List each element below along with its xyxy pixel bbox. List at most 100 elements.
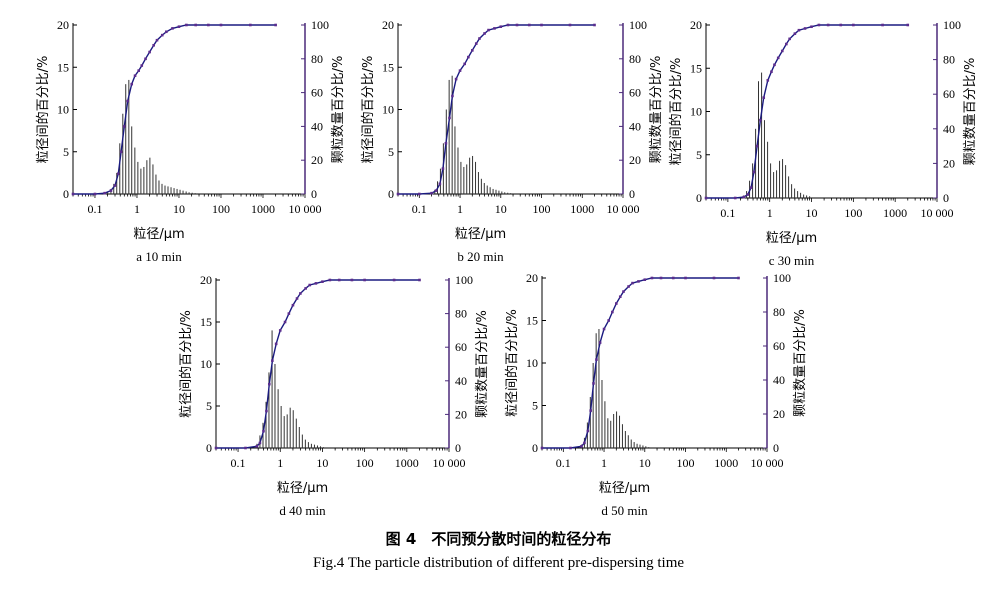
x-tick-label: 10 <box>316 456 328 470</box>
x-tick-label: 10 000 <box>607 202 640 216</box>
left-tick-label: 10 <box>200 357 212 371</box>
x-tick-label: 0.1 <box>87 202 102 216</box>
left-axis-title: 粒径间的百分比/% <box>668 58 684 166</box>
cumulative-point <box>766 79 770 82</box>
cumulative-point <box>618 295 622 298</box>
cumulative-point <box>126 99 129 103</box>
right-tick-label: 60 <box>773 339 785 353</box>
cumulative-point <box>602 327 606 331</box>
cumulative-line <box>216 279 420 449</box>
left-axis-title: 粒径间的百分比/% <box>35 56 51 164</box>
left-tick-label: 0 <box>532 441 538 455</box>
chart-panel-3: 0 5 10 15 20 0 20 40 60 80 100 0.1 1 10 100 1000 10 000 粒… <box>668 18 978 268</box>
cumulative-point <box>785 42 788 46</box>
cumulative-point <box>113 184 117 187</box>
cumulative-point <box>797 28 801 32</box>
cumulative-point <box>219 23 223 27</box>
cumulative-point <box>483 32 486 35</box>
right-tick-label: 100 <box>943 18 961 32</box>
left-axis-title: 粒径间的百分比/% <box>178 310 194 418</box>
cumulative-point <box>752 170 756 174</box>
right-tick-label: 40 <box>311 119 323 133</box>
cumulative-point <box>659 276 663 280</box>
right-tick-label: 60 <box>455 340 467 354</box>
x-tick-label: 10 000 <box>751 456 784 470</box>
left-tick-label: 0 <box>696 191 702 205</box>
cumulative-point <box>733 196 737 200</box>
cumulative-point <box>742 195 746 199</box>
left-axis-title: 粒径间的百分比/% <box>504 309 520 417</box>
cumulative-point <box>123 125 126 128</box>
cumulative-point <box>155 38 159 42</box>
cumulative-point <box>152 43 155 47</box>
left-tick-label: 20 <box>382 18 394 32</box>
x-tick-label: 10 000 <box>921 206 954 220</box>
cumulative-line <box>398 24 595 195</box>
left-tick-label: 5 <box>63 145 69 159</box>
panel-caption: b 20 min <box>457 249 504 264</box>
x-tick-label: 10 000 <box>289 202 322 216</box>
x-tick-label: 0.1 <box>412 202 427 216</box>
cumulative-point <box>637 280 640 283</box>
cumulative-point <box>499 25 503 28</box>
x-tick-label: 100 <box>844 206 862 220</box>
cumulative-point <box>244 446 247 450</box>
cumulative-point <box>793 32 797 35</box>
cumulative-point <box>430 191 433 195</box>
x-tick-label: 10 <box>639 456 651 470</box>
cumulative-point <box>650 276 654 280</box>
right-tick-label: 60 <box>943 87 955 101</box>
cumulative-point <box>589 409 592 412</box>
figure-caption-en: Fig.4 The particle distribution of diffe… <box>312 555 685 571</box>
cumulative-point <box>810 25 813 29</box>
cumulative-point <box>438 182 442 186</box>
x-tick-label: 0.1 <box>556 456 571 470</box>
cumulative-point <box>454 77 458 81</box>
cumulative-point <box>471 49 474 52</box>
cumulative-point <box>262 429 265 433</box>
x-tick-label: 10 <box>495 202 507 216</box>
right-tick-label: 20 <box>773 407 785 421</box>
panel-caption: d 40 min <box>279 503 326 518</box>
x-tick-label: 1000 <box>714 456 738 470</box>
right-tick-label: 80 <box>943 53 955 67</box>
cumulative-point <box>185 23 188 27</box>
cumulative-point <box>308 283 312 287</box>
x-tick-label: 100 <box>356 456 374 470</box>
cumulative-point <box>140 64 144 67</box>
cumulative-point <box>684 276 687 280</box>
right-tick-label: 80 <box>311 52 323 66</box>
cumulative-point <box>631 281 634 285</box>
cumulative-point <box>773 63 776 67</box>
right-tick-label: 0 <box>311 187 317 201</box>
cumulative-point <box>759 118 762 122</box>
left-tick-label: 10 <box>690 105 702 119</box>
cumulative-point <box>350 278 354 282</box>
cumulative-point <box>304 287 307 290</box>
right-tick-label: 20 <box>455 407 467 421</box>
right-tick-label: 80 <box>455 307 467 321</box>
x-tick-label: 1 <box>457 202 463 216</box>
right-tick-label: 40 <box>943 122 955 136</box>
cumulative-point <box>540 446 544 450</box>
cumulative-point <box>117 172 120 176</box>
right-tick-label: 20 <box>629 153 641 167</box>
left-tick-label: 10 <box>382 103 394 117</box>
cumulative-point <box>569 446 572 450</box>
right-axis-title: 颗粒数量百分比/% <box>649 56 664 164</box>
x-axis-title: 粒径/μm <box>455 227 506 242</box>
cumulative-point <box>328 278 332 282</box>
cumulative-point <box>274 23 277 27</box>
cumulative-point <box>762 96 766 99</box>
right-tick-label: 0 <box>629 187 635 201</box>
x-tick-label: 10 <box>806 206 818 220</box>
cumulative-point <box>704 196 708 200</box>
cumulative-point <box>622 290 625 293</box>
cumulative-point <box>593 23 596 27</box>
cumulative-point <box>467 55 470 59</box>
x-tick-label: 1000 <box>570 202 594 216</box>
x-axis-title: 粒径/μm <box>766 231 817 246</box>
cumulative-point <box>568 23 572 27</box>
cumulative-point <box>506 23 510 27</box>
